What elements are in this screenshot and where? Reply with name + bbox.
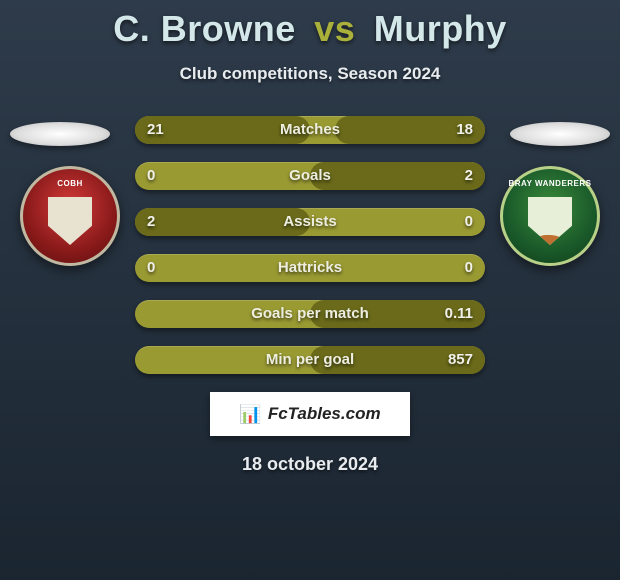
comparison-panel: COBH BRAY WANDERERS 21Matches180Goals22A… bbox=[0, 116, 620, 374]
chart-icon: 📊 bbox=[239, 404, 261, 425]
brand-text: FcTables.com bbox=[268, 404, 381, 424]
shield-icon bbox=[48, 197, 92, 245]
page-title: C. Browne vs Murphy bbox=[0, 0, 620, 50]
date-label: 18 october 2024 bbox=[0, 454, 620, 475]
stat-row: 21Matches18 bbox=[135, 116, 485, 144]
stat-value-right: 0 bbox=[465, 254, 473, 282]
stat-row: 0Hattricks0 bbox=[135, 254, 485, 282]
stat-value-right: 2 bbox=[465, 162, 473, 190]
stat-label: Matches bbox=[135, 116, 485, 144]
player1-silhouette-icon bbox=[10, 122, 110, 146]
club-crest-left-label: COBH bbox=[23, 179, 117, 188]
stat-label: Goals per match bbox=[135, 300, 485, 328]
stat-row: Goals per match0.11 bbox=[135, 300, 485, 328]
stat-row: 0Goals2 bbox=[135, 162, 485, 190]
stat-value-right: 0.11 bbox=[445, 300, 473, 328]
stat-label: Hattricks bbox=[135, 254, 485, 282]
shield-icon bbox=[528, 197, 572, 245]
vs-label: vs bbox=[314, 8, 355, 49]
stat-label: Min per goal bbox=[135, 346, 485, 374]
stat-value-right: 18 bbox=[456, 116, 473, 144]
club-crest-left: COBH bbox=[20, 166, 120, 266]
player1-name: C. Browne bbox=[113, 8, 296, 49]
subtitle: Club competitions, Season 2024 bbox=[0, 64, 620, 84]
player2-silhouette-icon bbox=[510, 122, 610, 146]
stat-value-right: 857 bbox=[448, 346, 473, 374]
stat-row: 2Assists0 bbox=[135, 208, 485, 236]
dog-icon bbox=[533, 235, 567, 259]
player2-name: Murphy bbox=[374, 8, 507, 49]
stat-value-right: 0 bbox=[465, 208, 473, 236]
stats-list: 21Matches180Goals22Assists00Hattricks0Go… bbox=[135, 116, 485, 374]
club-crest-right-label: BRAY WANDERERS bbox=[503, 179, 597, 188]
stat-row: Min per goal857 bbox=[135, 346, 485, 374]
stat-label: Assists bbox=[135, 208, 485, 236]
club-crest-right: BRAY WANDERERS bbox=[500, 166, 600, 266]
brand-badge[interactable]: 📊 FcTables.com bbox=[210, 392, 410, 436]
stat-label: Goals bbox=[135, 162, 485, 190]
